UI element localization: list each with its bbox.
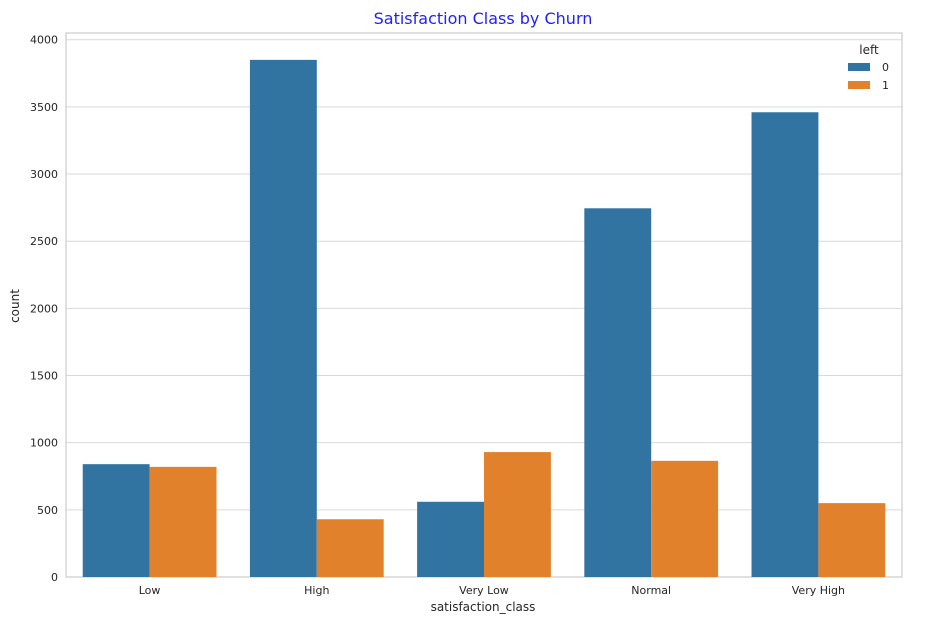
y-tick-label-4: 2000 xyxy=(30,302,58,315)
bar-high-series-1 xyxy=(316,519,384,577)
bars xyxy=(82,59,886,578)
chart-title: Satisfaction Class by Churn xyxy=(374,9,593,28)
y-tick-label-2: 1000 xyxy=(30,437,58,450)
legend-swatch-series-1 xyxy=(848,81,870,89)
bar-normal-series-0 xyxy=(584,208,652,578)
bar-very-high-series-0 xyxy=(751,112,819,577)
y-tick-label-6: 3000 xyxy=(30,168,58,181)
y-tick-label-8: 4000 xyxy=(30,34,58,47)
x-axis-label: satisfaction_class xyxy=(431,600,536,614)
y-axis-label: count xyxy=(8,289,22,323)
legend-swatch-series-0 xyxy=(848,63,870,71)
legend-label-series-1: 1 xyxy=(882,79,889,92)
x-tick-label-3: Normal xyxy=(631,584,671,597)
x-tick-label-4: Very High xyxy=(792,584,845,597)
legend: left 0 1 xyxy=(848,43,889,92)
x-tick-label-2: Very Low xyxy=(459,584,509,597)
y-tick-label-1: 500 xyxy=(37,504,58,517)
bar-very-low-series-0 xyxy=(417,501,484,577)
y-tick-labels: 0 500 1000 1500 2000 2500 3000 3500 4000 xyxy=(30,34,58,584)
bar-high-series-0 xyxy=(249,59,317,577)
bar-normal-series-1 xyxy=(651,460,719,577)
y-tick-label-3: 1500 xyxy=(30,370,58,383)
x-tick-labels: Low High Very Low Normal Very High xyxy=(139,584,845,597)
bar-very-low-series-1 xyxy=(484,452,551,577)
x-tick-label-1: High xyxy=(304,584,329,597)
y-tick-label-0: 0 xyxy=(51,571,58,584)
bar-low-series-1 xyxy=(149,466,217,577)
bar-very-high-series-1 xyxy=(818,503,886,577)
x-tick-label-0: Low xyxy=(139,584,161,597)
y-tick-label-5: 2500 xyxy=(30,235,58,248)
bar-low-series-0 xyxy=(82,464,150,577)
legend-title: left xyxy=(859,43,879,57)
legend-label-series-0: 0 xyxy=(882,61,889,74)
y-tick-label-7: 3500 xyxy=(30,101,58,114)
